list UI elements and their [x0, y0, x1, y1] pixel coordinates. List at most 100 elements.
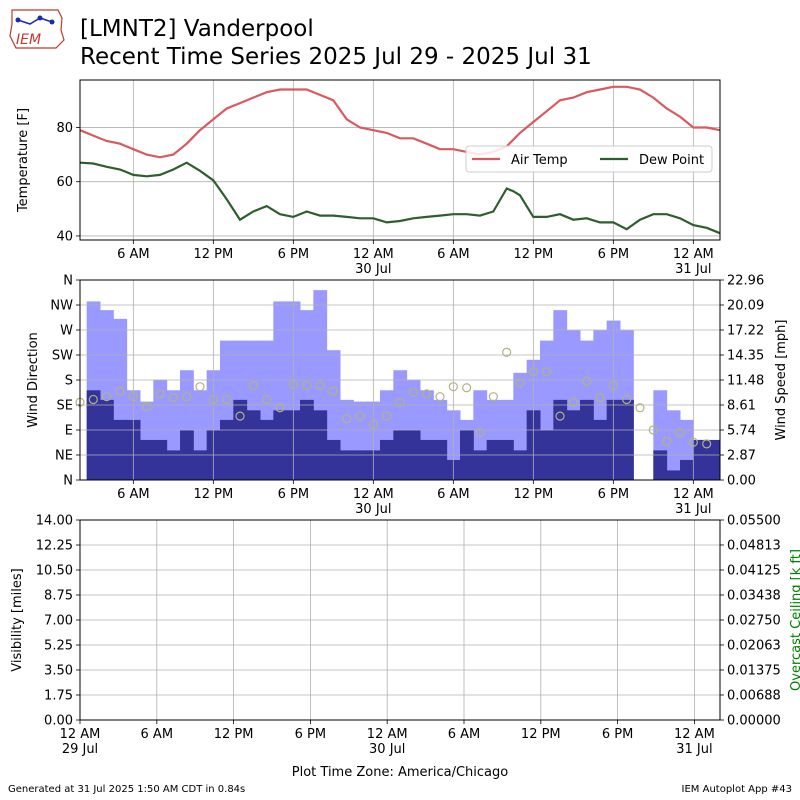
wind-y-tick-label: S [65, 374, 73, 389]
wind-speed-bar [166, 450, 181, 480]
wind-speed-bar [326, 439, 341, 480]
wind-x-tick-label: 12 PM [193, 487, 233, 502]
wind-direction-marker [168, 393, 178, 403]
wind-y2-tick-label: 2.87 [727, 449, 756, 464]
wind-y2-tick-label: 22.96 [727, 274, 764, 289]
wind-direction-marker [262, 394, 272, 405]
temp-x-tick-label: 6 PM [278, 247, 309, 262]
vis-y2-tick-label: 0.02750 [727, 614, 781, 629]
wind-direction-marker [422, 389, 432, 399]
vis-x-tick-label: 6 AM [141, 727, 174, 742]
wind-direction-marker [115, 386, 125, 396]
wind-y-axis-label: Wind Direction [26, 332, 41, 428]
vis-y2-tick-label: 0.00688 [727, 688, 781, 703]
wind-speed-bar [100, 399, 114, 480]
vis-y2-tick-label: 0.00000 [727, 714, 781, 729]
dew-point-line [79, 161, 721, 235]
legend-air-temp-label: Air Temp [511, 153, 568, 168]
wind-direction-marker [235, 411, 245, 421]
temp-legend [465, 145, 713, 173]
vis-y-tick-label: 12.25 [36, 539, 73, 554]
wind-y2-tick-label: 11.48 [727, 374, 764, 389]
wind-direction-marker [342, 414, 352, 424]
wind-direction-marker [408, 387, 418, 397]
temp-y-tick-label: 40 [56, 229, 73, 244]
wind-direction-marker [128, 392, 138, 402]
wind-panel-frame [79, 279, 721, 481]
wind-y-tick-label: SW [52, 349, 73, 364]
temp-x-tick-label: 6 PM [598, 247, 629, 262]
wind-speed-bar [86, 390, 101, 480]
wind-y2-tick-label: 8.61 [727, 399, 756, 414]
wind-speed-bar [566, 410, 581, 480]
vis-y2-tick-label: 0.03438 [727, 588, 781, 603]
wind-x-tick-label: 12 AM [673, 487, 714, 502]
wind-direction-marker [475, 428, 485, 438]
wind-y2-tick-label: 20.09 [727, 299, 764, 314]
wind-x-date-label: 30 Jul [355, 502, 391, 517]
wind-speed-bar [246, 410, 261, 480]
temp-x-tick-label: 6 AM [437, 247, 470, 262]
vis-x-tick-label: 12 AM [60, 727, 101, 742]
temp-x-date-label: 31 Jul [675, 262, 711, 277]
vis-y2-tick-label: 0.02063 [727, 638, 781, 653]
wind-x-tick-label: 6 PM [598, 487, 629, 502]
wind-direction-marker [622, 394, 632, 405]
wind-direction-marker [568, 397, 578, 407]
temp-y-axis-label: Temperature [F] [16, 108, 31, 213]
wind-y-tick-label: W [60, 324, 73, 339]
legend-dew-point-label: Dew Point [639, 153, 704, 168]
vis-x-tick-label: 6 PM [295, 727, 326, 742]
vis-x-tick-label: 6 AM [448, 727, 481, 742]
wind-speed-bar [233, 399, 248, 480]
wind-direction-marker [648, 425, 658, 435]
wind-direction-marker [595, 393, 605, 403]
wind-direction-marker [582, 376, 592, 386]
wind-direction-marker [248, 380, 258, 391]
wind-direction-marker [488, 392, 498, 402]
vis-y-tick-label: 5.25 [44, 639, 73, 654]
vis-y-tick-label: 3.50 [44, 664, 73, 679]
wind-y-tick-label: E [65, 424, 73, 439]
wind-speed-bar [666, 470, 681, 480]
vis-x-tick-label: 12 AM [367, 727, 408, 742]
wind-direction-marker [102, 392, 112, 402]
app-note: IEM Autoplot App #43 [681, 784, 792, 795]
wind-y-tick-label: NE [55, 449, 73, 464]
vis-y-tick-label: 14.00 [36, 514, 73, 529]
vis-y-tick-label: 0.00 [44, 714, 73, 729]
vis-y-tick-label: 8.75 [44, 589, 73, 604]
vis-y2-tick-label: 0.01375 [727, 664, 781, 679]
wind-direction-marker [635, 403, 645, 413]
wind-speed-bar [706, 439, 721, 480]
wind-y2-tick-label: 17.22 [727, 324, 764, 339]
vis-y-tick-label: 7.00 [44, 614, 73, 629]
vis-y2-tick-label: 0.05500 [727, 514, 781, 529]
wind-x-date-label: 31 Jul [675, 502, 711, 517]
temp-x-tick-label: 12 PM [513, 247, 553, 262]
wind-direction-marker [542, 367, 552, 377]
wind-direction-marker [675, 428, 685, 438]
wind-speed-bar [553, 399, 568, 480]
wind-direction-marker [155, 389, 165, 399]
wind-speed-bar [580, 399, 594, 480]
vis-x-date-label: 29 Jul [62, 742, 98, 757]
wind-speed-bar [593, 419, 608, 480]
wind-y2-tick-label: 5.74 [727, 424, 756, 439]
wind-direction-marker [315, 380, 325, 391]
wind-speed-bar [680, 459, 694, 480]
vis-y-tick-label: 1.75 [44, 689, 73, 704]
vis-x-tick-label: 6 PM [602, 727, 633, 742]
vis-y2-tick-label: 0.04125 [727, 564, 781, 579]
wind-direction-marker [302, 380, 312, 391]
wind-direction-marker [515, 378, 525, 388]
wind-direction-marker [88, 394, 98, 405]
wind-speed-bar [433, 439, 448, 480]
wind-speed-bar [473, 450, 488, 480]
wind-speed-bar [220, 419, 234, 480]
vis-x-date-label: 30 Jul [369, 742, 405, 757]
wind-speed-bar [193, 450, 208, 480]
wind-direction-marker [208, 394, 218, 405]
wind-speed-bar [140, 439, 154, 480]
wind-direction-marker [288, 379, 298, 390]
